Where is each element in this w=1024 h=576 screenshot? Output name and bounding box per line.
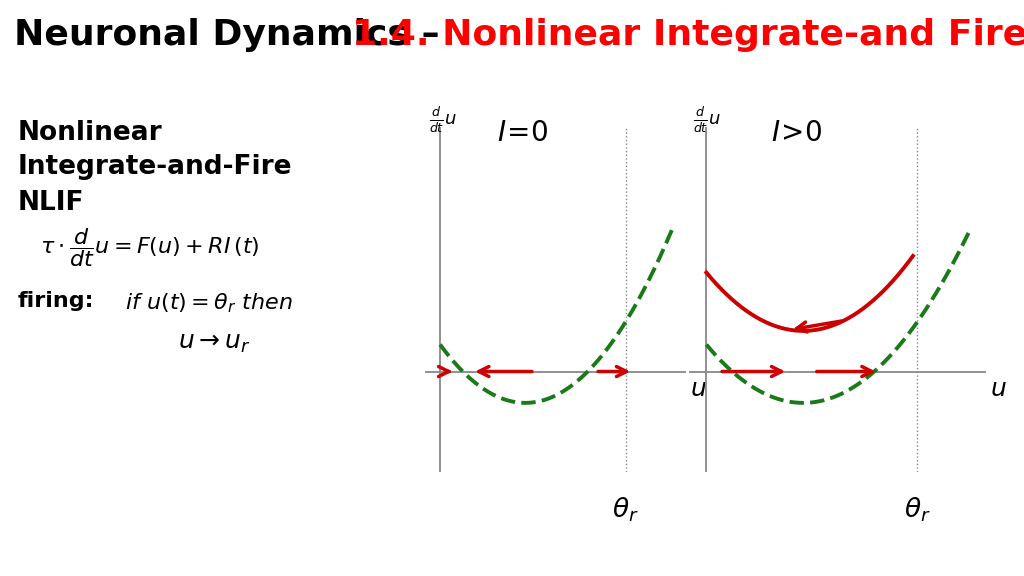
Text: $\frac{d}{dt}u$: $\frac{d}{dt}u$ [693,106,721,135]
Text: $I\!>\!0$: $I\!>\!0$ [771,119,822,147]
Text: NLIF: NLIF [18,190,85,216]
Text: $u$: $u$ [690,377,707,401]
Text: Neuronal Dynamics –: Neuronal Dynamics – [14,18,453,52]
Text: Integrate-and-Fire: Integrate-and-Fire [18,154,293,180]
Text: 1.4. Nonlinear Integrate-and Fire: 1.4. Nonlinear Integrate-and Fire [352,18,1024,52]
Text: $\mathit{if}\ u(t) = \theta_r\ \mathit{then}$: $\mathit{if}\ u(t) = \theta_r\ \mathit{t… [125,291,293,314]
Text: firing:: firing: [18,291,94,311]
Text: Nonlinear: Nonlinear [18,120,163,146]
Text: $\theta_r$: $\theta_r$ [612,495,639,524]
Text: $u$: $u$ [990,377,1008,401]
Text: $\frac{d}{dt}u$: $\frac{d}{dt}u$ [429,106,457,135]
Text: $u \rightarrow u_r$: $u \rightarrow u_r$ [178,331,251,355]
Text: $\theta_r$: $\theta_r$ [904,495,931,524]
Text: $I\!=\!0$: $I\!=\!0$ [497,119,548,147]
Text: $\tau \cdot \dfrac{d}{dt}u = F(u) + RI\,(t)$: $\tau \cdot \dfrac{d}{dt}u = F(u) + RI\,… [40,226,259,269]
